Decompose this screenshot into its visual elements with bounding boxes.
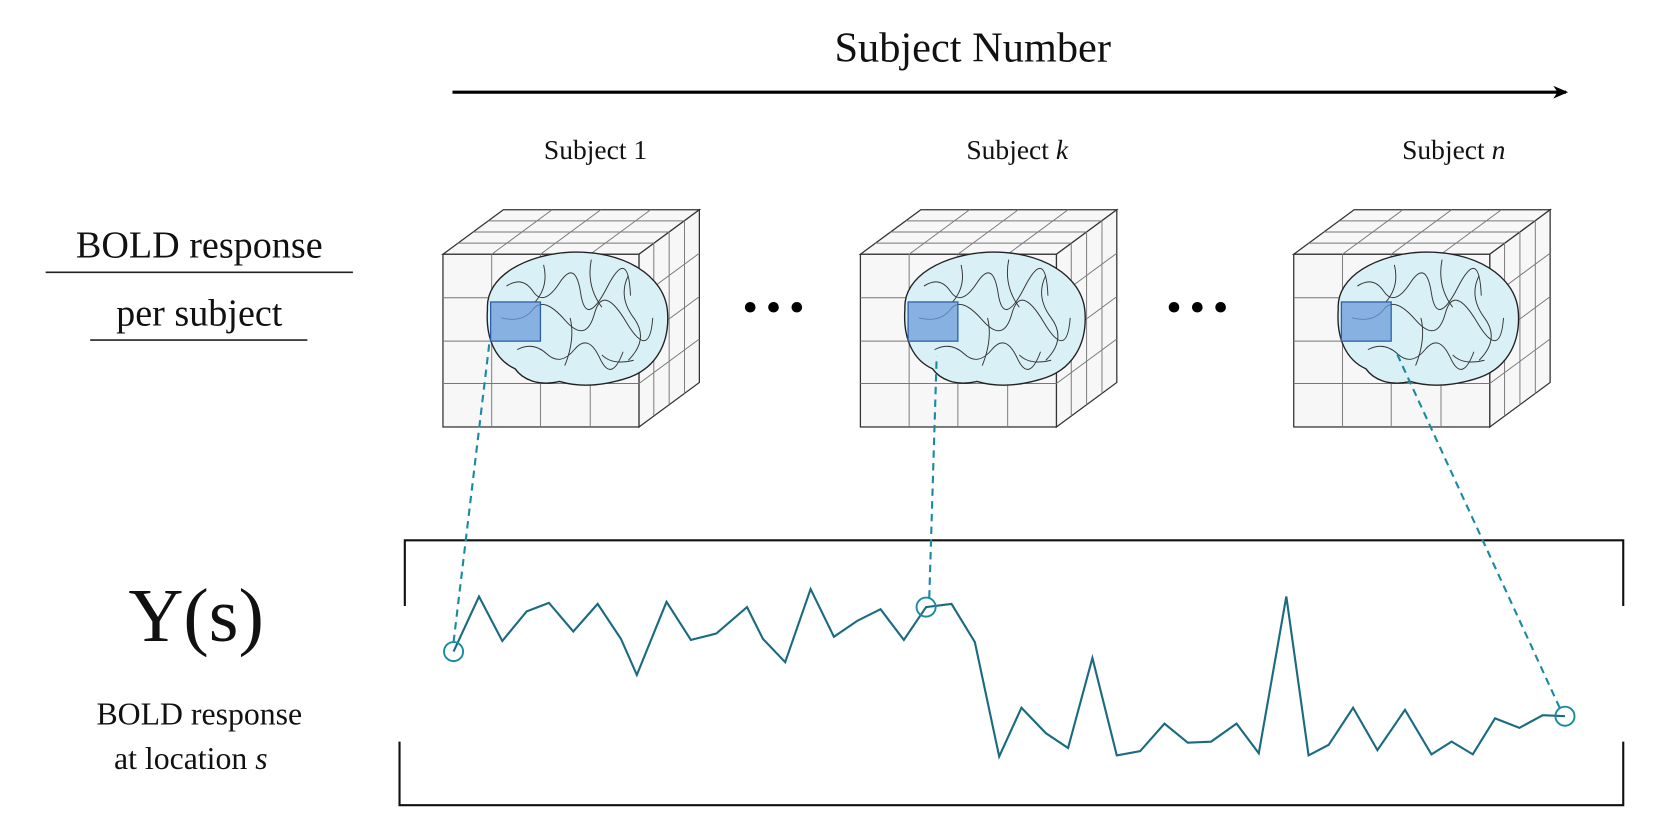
row-label: BOLD response (96, 697, 302, 732)
subject-label: Subject 1 (544, 134, 647, 165)
symbol: Y(s) (128, 573, 264, 658)
subject-label: Subject n (1402, 134, 1505, 165)
connector (452, 341, 1561, 709)
title: Subject Number (834, 24, 1110, 71)
row-label: per subject (116, 292, 283, 334)
ellipsis (744, 301, 1226, 313)
bracket (398, 539, 1625, 807)
highlight-point (443, 596, 1576, 727)
brain-cube (1293, 209, 1551, 428)
row-label: BOLD response (76, 224, 323, 266)
row-label: at location s (114, 741, 268, 776)
brain-cube (442, 209, 701, 428)
subject-label: Subject k (966, 134, 1068, 165)
signal-line (452, 586, 1566, 760)
brain-cube (859, 209, 1118, 428)
